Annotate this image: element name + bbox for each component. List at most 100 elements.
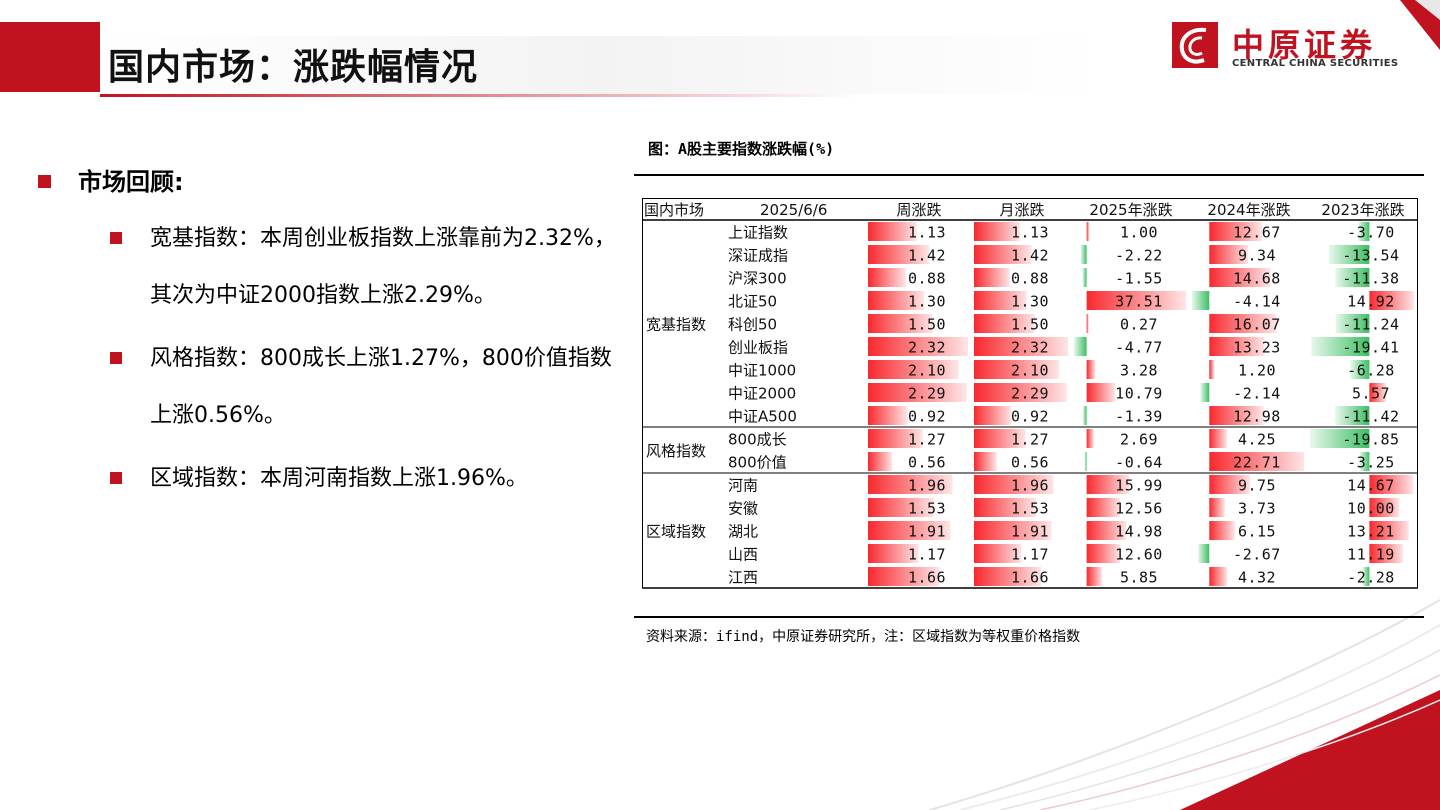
data-bar-positive (1209, 475, 1250, 494)
data-value-label: 1.53 (908, 500, 946, 518)
data-bar-positive (974, 567, 1042, 586)
row-label: 湖北 (728, 523, 758, 541)
data-bar-positive (868, 383, 967, 402)
data-value-label: 1.42 (908, 247, 946, 265)
data-bar-positive (868, 268, 906, 287)
data-bar-positive (1209, 452, 1304, 471)
data-bar-positive (868, 544, 919, 563)
review-item: 宽基指数：本周创业板指数上涨靠前为2.32%，其次为中证2000指数上涨2.29… (108, 210, 616, 324)
data-bar-positive (1086, 360, 1096, 379)
table-header-cell: 2025年涨跌 (1089, 201, 1172, 219)
data-value-label: 1.50 (1011, 316, 1049, 334)
data-bar-negative (1192, 291, 1210, 310)
data-bar-positive (974, 544, 1022, 563)
data-bar-positive (868, 337, 968, 356)
data-value-label: 13.23 (1233, 339, 1281, 357)
data-value-label: 1.66 (908, 569, 946, 587)
data-bar-negative (1358, 222, 1370, 241)
data-value-label: 2.29 (908, 385, 946, 403)
data-value-label: 1.30 (908, 293, 946, 311)
bullet-square-icon (110, 232, 122, 244)
data-value-label: 2.29 (1011, 385, 1049, 403)
data-value-label: -1.39 (1115, 408, 1163, 426)
row-label: 中证A500 (728, 408, 797, 426)
data-value-label: 1.20 (1238, 362, 1276, 380)
row-label: 中证2000 (728, 385, 796, 403)
data-bar-positive (974, 245, 1032, 264)
review-item-text: 风格指数：800成长上涨1.27%，800价值指数上涨0.56%。 (150, 346, 612, 428)
data-bar-positive (1369, 383, 1387, 402)
data-value-label: 3.28 (1120, 362, 1158, 380)
data-bar-positive (1209, 567, 1228, 586)
market-review: 市场回顾: 宽基指数：本周创业板指数上涨靠前为2.32%，其次为中证2000指数… (36, 160, 616, 507)
title-band (100, 36, 1100, 94)
data-value-label: 2.32 (908, 339, 946, 357)
review-item-text: 宽基指数：本周创业板指数上涨靠前为2.32%，其次为中证2000指数上涨2.29… (150, 226, 616, 308)
data-value-label: 13.21 (1347, 523, 1395, 541)
data-bar-positive (974, 222, 1020, 241)
data-bar-positive (1086, 567, 1103, 586)
data-value-label: -19.85 (1342, 431, 1399, 449)
data-value-label: 12.67 (1233, 224, 1281, 242)
data-bar-positive (974, 429, 1026, 448)
data-value-label: 9.34 (1238, 247, 1276, 265)
table-header-cell: 周涨跌 (896, 201, 941, 219)
data-bar-positive (974, 383, 1067, 402)
data-value-label: 0.27 (1120, 316, 1158, 334)
data-value-label: 2.69 (1120, 431, 1158, 449)
data-value-label: -19.41 (1342, 339, 1399, 357)
data-value-label: 12.56 (1115, 500, 1163, 518)
data-bar-positive (1086, 314, 1089, 333)
row-label: 创业板指 (728, 339, 788, 357)
data-bar-negative (1082, 268, 1087, 287)
data-bar-positive (1209, 498, 1225, 517)
bullet-square-icon (110, 352, 122, 364)
data-value-label: 10.79 (1115, 385, 1163, 403)
data-value-label: 22.71 (1233, 454, 1281, 472)
data-value-label: 9.75 (1238, 477, 1276, 495)
data-value-label: -4.77 (1115, 339, 1163, 357)
table-header-cell: 2024年涨跌 (1207, 201, 1290, 219)
row-label: 北证50 (728, 293, 777, 311)
row-label: 安徽 (728, 500, 758, 518)
row-label: 江西 (728, 569, 758, 587)
data-value-label: 1.50 (908, 316, 946, 334)
data-bar-negative (1082, 406, 1087, 425)
data-bar-positive (974, 291, 1027, 310)
data-value-label: -11.24 (1342, 316, 1399, 334)
review-item-text: 区域指数：本周河南指数上涨1.96%。 (150, 466, 528, 491)
data-bar-positive (974, 268, 1010, 287)
data-value-label: -13.54 (1342, 247, 1399, 265)
data-bar-positive (868, 475, 953, 494)
title-underline (100, 94, 860, 97)
data-bar-positive (1209, 222, 1263, 241)
figure-title: 图：A股主要指数涨跌幅(%) (648, 140, 835, 158)
data-value-label: 1.27 (1011, 431, 1049, 449)
data-bar-positive (868, 452, 893, 471)
table-frame (642, 198, 1418, 589)
source-note: 资料来源：ifind，中原证券研究所，注：区域指数为等权重价格指数 (646, 629, 1081, 645)
data-bar-positive (974, 360, 1060, 379)
data-bar-positive (1209, 360, 1215, 379)
data-bar-positive (1369, 475, 1414, 494)
data-bar-positive (974, 521, 1052, 540)
company-logo: 中原证券 CENTRAL CHINA SECURITIES (1170, 20, 1410, 72)
data-bar-positive (868, 314, 933, 333)
data-value-label: 2.10 (908, 362, 946, 380)
data-value-label: -4.14 (1233, 293, 1281, 311)
row-label: 沪深300 (728, 270, 787, 288)
data-bar-positive (868, 406, 908, 425)
data-bar-positive (1369, 521, 1409, 540)
data-bar-positive (1209, 521, 1235, 540)
data-bar-positive (1086, 222, 1090, 241)
data-bar-positive (868, 245, 930, 264)
data-value-label: 0.88 (908, 270, 946, 288)
bullet-square-icon (38, 175, 51, 188)
data-bar-negative (1335, 314, 1370, 333)
data-bar-positive (868, 222, 917, 241)
data-bar-positive (868, 498, 934, 517)
data-value-label: 14.67 (1347, 477, 1395, 495)
data-value-label: 11.19 (1347, 546, 1395, 564)
row-label: 深证成指 (728, 247, 788, 265)
data-bar-positive (868, 291, 925, 310)
